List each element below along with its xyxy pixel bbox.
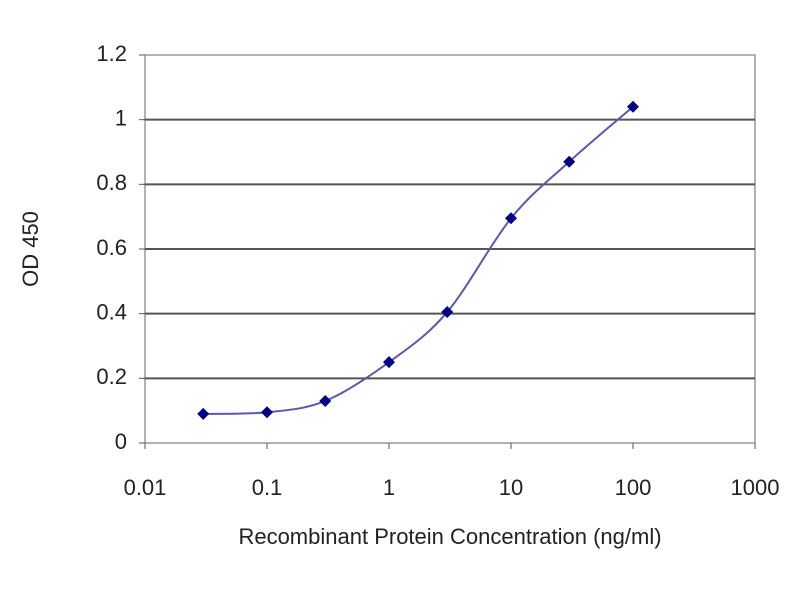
- x-tick-label: 0.01: [124, 475, 167, 500]
- y-tick-label: 0.2: [96, 364, 127, 389]
- x-axis-label: Recombinant Protein Concentration (ng/ml…: [238, 524, 661, 549]
- y-axis-label: OD 450: [18, 211, 43, 287]
- x-tick-label: 100: [615, 475, 652, 500]
- marker: [627, 100, 639, 113]
- marker: [441, 306, 454, 319]
- y-tick-label: 0: [115, 429, 127, 454]
- marker: [197, 407, 210, 420]
- y-tick-label: 0.6: [96, 235, 127, 260]
- y-tick-label: 0.4: [96, 299, 127, 324]
- marker: [563, 155, 576, 168]
- y-tick-label: 0.8: [96, 170, 127, 195]
- marker: [505, 212, 517, 225]
- y-tick-label: 1: [115, 105, 127, 130]
- marker: [319, 394, 332, 407]
- marker: [261, 406, 273, 419]
- x-tick-label: 1000: [731, 475, 780, 500]
- x-tick-label: 10: [499, 475, 523, 500]
- y-tick-label: 1.2: [96, 41, 127, 66]
- x-tick-label: 0.1: [252, 475, 283, 500]
- x-tick-label: 1: [383, 475, 395, 500]
- marker: [383, 356, 395, 369]
